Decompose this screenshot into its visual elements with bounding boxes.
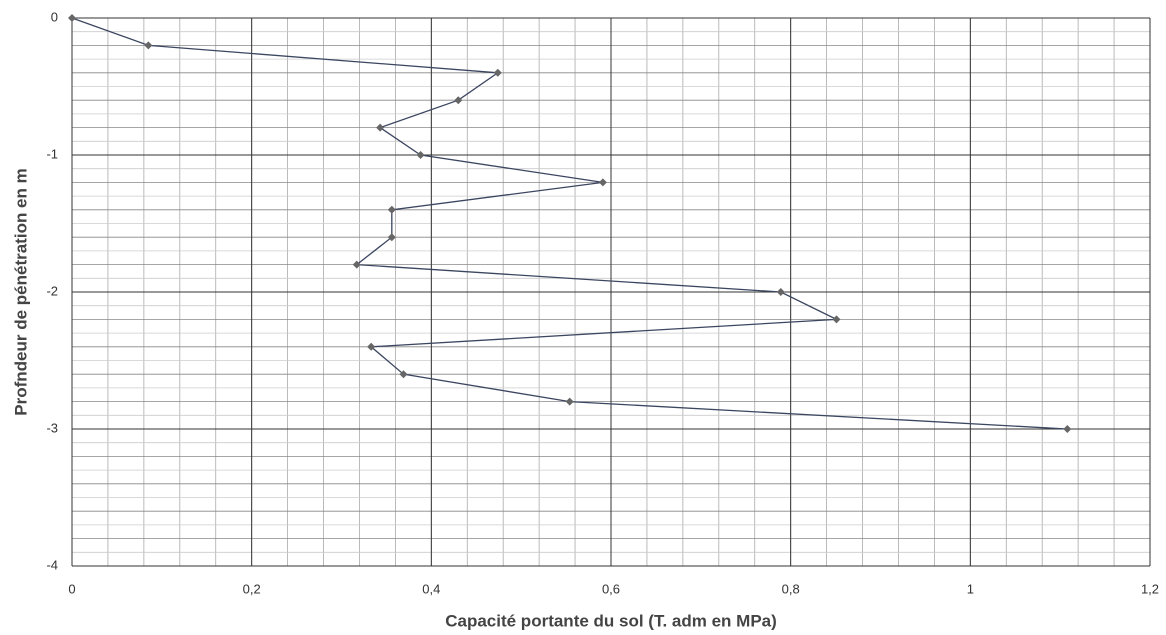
data-point [68,14,76,22]
data-point [387,205,396,214]
data-point [565,397,574,406]
data-point [776,288,785,296]
data-point [367,342,376,351]
data-point [832,315,841,324]
data-point [454,96,463,105]
data-point [598,178,607,187]
data-point [1063,425,1072,433]
data-point [399,370,408,379]
data-point [376,123,385,132]
y-tick-label: -1 [46,146,58,161]
y-tick-label: -3 [46,420,58,435]
x-tick-label: 0,8 [782,581,800,596]
y-tick-label: -2 [46,283,58,298]
x-tick-label: 0,4 [422,581,440,596]
data-point [387,233,396,242]
y-tick-label: 0 [51,9,58,24]
x-tick-label: 1,2 [1141,581,1159,596]
x-tick-label: 1 [967,581,974,596]
x-tick-label: 0,2 [243,581,261,596]
data-point [493,68,502,77]
y-tick-label: -4 [46,557,58,572]
data-line [71,17,1068,430]
y-axis-title: Profndeur de pénétration en m [11,168,30,415]
data-point [144,41,153,50]
data-point [352,260,361,269]
x-tick-label: 0 [68,581,75,596]
x-tick-label: 0,6 [602,581,620,596]
x-axis-title: Capacité portante du sol (T. adm en MPa) [445,611,777,630]
data-point [416,151,425,159]
